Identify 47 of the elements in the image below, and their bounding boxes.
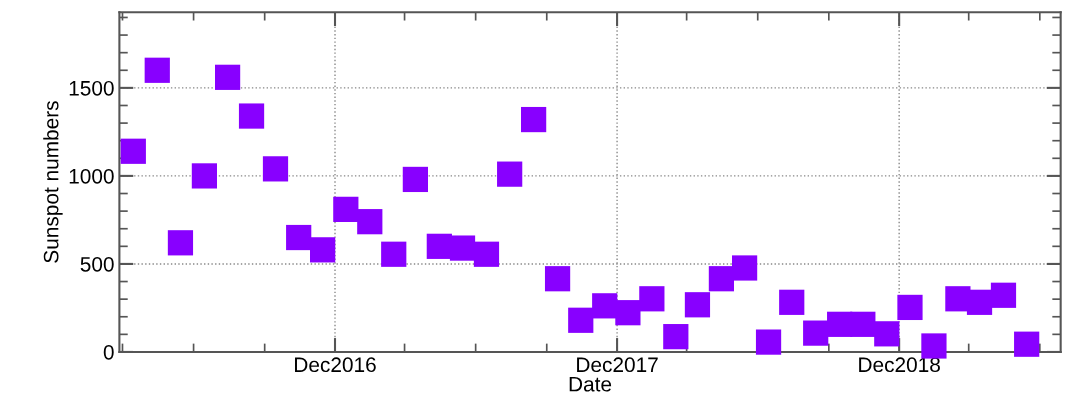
point — [402, 166, 428, 193]
point — [544, 266, 571, 292]
point — [663, 324, 689, 350]
point — [473, 241, 500, 267]
point — [755, 329, 782, 355]
point — [191, 163, 218, 189]
x-tick-label: Dec2017 — [577, 357, 658, 373]
y-tick-label: 0 — [103, 344, 114, 360]
point — [592, 293, 618, 319]
point — [449, 235, 476, 261]
point — [426, 233, 452, 259]
point — [381, 241, 407, 267]
point — [286, 224, 312, 251]
point — [708, 266, 735, 292]
point — [521, 106, 547, 133]
point — [615, 300, 641, 326]
point — [357, 209, 383, 235]
point — [167, 230, 194, 256]
point — [897, 294, 923, 321]
point — [144, 57, 170, 83]
point — [731, 255, 758, 281]
x-axis-title: Date — [569, 377, 612, 392]
point — [850, 311, 876, 337]
x-tick-label: Dec2016 — [295, 357, 376, 373]
point — [779, 289, 805, 315]
point — [214, 64, 241, 90]
y-tick-label: 500 — [80, 256, 114, 272]
point — [333, 196, 359, 222]
point — [921, 333, 947, 359]
point — [262, 156, 289, 182]
point — [803, 320, 829, 346]
point — [568, 307, 594, 333]
y-tick-label: 1000 — [69, 168, 114, 184]
point — [497, 161, 523, 187]
point — [874, 321, 900, 347]
y-axis-title: Sunspot numbers — [43, 101, 63, 263]
x-tick-label: Dec2018 — [859, 357, 940, 373]
point — [639, 286, 665, 312]
point — [120, 138, 146, 164]
point — [966, 289, 993, 315]
point — [238, 103, 265, 129]
point — [990, 282, 1017, 308]
y-tick-label: 1500 — [69, 80, 114, 96]
point — [827, 311, 853, 337]
point — [310, 237, 336, 263]
point — [684, 292, 711, 318]
point — [1014, 331, 1040, 357]
